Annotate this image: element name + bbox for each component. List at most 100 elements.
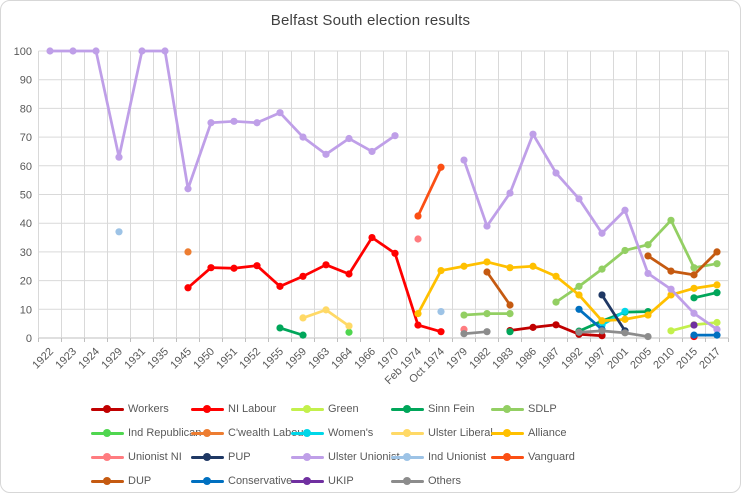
series-alliance xyxy=(414,258,721,325)
data-point-sdlp xyxy=(460,311,468,319)
data-point-ulster-liberal xyxy=(322,306,330,314)
svg-text:40: 40 xyxy=(20,218,32,230)
legend-marker-pup xyxy=(191,453,224,461)
legend-item-workers[interactable]: Workers xyxy=(91,403,191,415)
data-point-sinn-fein xyxy=(690,294,698,302)
legend-item-others[interactable]: Others xyxy=(391,475,491,487)
svg-text:10: 10 xyxy=(20,304,32,316)
legend-item-ni-labour[interactable]: NI Labour xyxy=(191,403,291,415)
legend-item-ukip[interactable]: UKIP xyxy=(291,475,391,487)
data-point-others xyxy=(644,332,652,341)
data-point-sdlp xyxy=(644,241,652,249)
series-ukip xyxy=(690,321,698,329)
data-point-others xyxy=(575,328,583,336)
svg-text:1986: 1986 xyxy=(513,346,539,372)
svg-text:2005: 2005 xyxy=(628,346,654,372)
series-dup xyxy=(483,248,721,309)
svg-text:1945: 1945 xyxy=(168,346,194,372)
legend-label-ind-unionist: Ind Unionist xyxy=(428,451,487,463)
data-point-dup xyxy=(667,267,675,275)
data-point-ulster-unionist xyxy=(713,325,721,333)
legend-label-others: Others xyxy=(428,475,462,487)
data-point-ni-labour xyxy=(391,249,399,257)
legend-label-unionist-ni: Unionist NI xyxy=(128,451,182,463)
legend-marker-unionist-ni xyxy=(91,453,124,461)
svg-text:1931: 1931 xyxy=(122,346,148,372)
chart-title: Belfast South election results xyxy=(270,12,471,29)
legend-item-ulster-liberal[interactable]: Ulster Liberal xyxy=(391,427,493,439)
data-point-dup xyxy=(483,268,491,276)
data-point-others xyxy=(483,328,491,336)
data-point-sdlp xyxy=(621,246,629,255)
svg-text:1966: 1966 xyxy=(352,346,378,372)
legend-marker-ulster-liberal xyxy=(391,429,424,437)
data-point-sinn-fein xyxy=(506,328,514,336)
legend-item-pup[interactable]: PUP xyxy=(191,451,291,463)
data-point-alliance xyxy=(690,284,698,292)
legend-item-vanguard[interactable]: Vanguard xyxy=(491,451,591,463)
data-point-others xyxy=(621,329,629,337)
data-point-ulster-unionist xyxy=(667,285,675,293)
legend-item-women-s[interactable]: Women's xyxy=(291,427,391,439)
y-axis-labels: 0 10 20 30 40 50 60 70 80 90 100 xyxy=(14,46,32,345)
legend-item-ind-republican[interactable]: Ind Republican xyxy=(91,427,201,439)
legend-item-c-wealth-labour[interactable]: C'wealth Labour xyxy=(191,427,307,439)
data-point-ulster-unionist xyxy=(529,130,537,138)
legend-label-conservative: Conservative xyxy=(228,475,293,487)
svg-text:1955: 1955 xyxy=(260,346,286,372)
svg-text:90: 90 xyxy=(20,75,32,87)
legend-marker-c-wealth-labour xyxy=(191,429,224,437)
data-point-ulster-unionist xyxy=(598,229,606,237)
data-point-ulster-unionist xyxy=(276,109,284,117)
data-point-sdlp xyxy=(713,260,721,268)
legend-marker-conservative xyxy=(191,477,224,485)
data-point-vanguard xyxy=(414,212,422,220)
svg-text:2017: 2017 xyxy=(697,346,723,372)
series-ind-unionist xyxy=(115,228,445,316)
legend-item-ulster-unionist[interactable]: Ulster Unionist xyxy=(291,451,400,463)
data-point-sdlp xyxy=(690,264,698,272)
data-point-alliance xyxy=(529,262,537,270)
legend-label-sinn-fein: Sinn Fein xyxy=(428,403,475,415)
svg-text:1951: 1951 xyxy=(214,346,240,372)
data-point-unionist-ni xyxy=(414,235,422,243)
legend-item-dup[interactable]: DUP xyxy=(91,475,191,487)
legend-item-sinn-fein[interactable]: Sinn Fein xyxy=(391,403,491,415)
legend-item-green[interactable]: Green xyxy=(291,403,391,415)
data-point-dup xyxy=(644,252,652,260)
svg-text:1963: 1963 xyxy=(306,346,332,372)
legend-item-conservative[interactable]: Conservative xyxy=(191,475,293,487)
series-unionist-ni xyxy=(414,235,468,333)
svg-text:1979: 1979 xyxy=(444,346,470,372)
legend-item-unionist-ni[interactable]: Unionist NI xyxy=(91,451,191,463)
data-point-sinn-fein xyxy=(299,331,307,339)
legend-item-sdlp[interactable]: SDLP xyxy=(491,403,591,415)
legend-marker-vanguard xyxy=(491,453,524,461)
legend-marker-workers xyxy=(91,405,124,413)
data-point-conservative xyxy=(575,305,583,313)
data-point-ind-unionist xyxy=(437,307,445,316)
data-point-vanguard xyxy=(437,163,445,171)
data-point-alliance xyxy=(621,315,629,323)
svg-text:100: 100 xyxy=(14,46,32,58)
legend-marker-others xyxy=(391,477,424,485)
data-point-ulster-liberal xyxy=(299,314,307,322)
svg-text:70: 70 xyxy=(20,132,32,144)
data-point-ulster-unionist xyxy=(92,47,100,55)
data-point-ulster-liberal xyxy=(345,322,353,330)
legend-item-alliance[interactable]: Alliance xyxy=(491,427,591,439)
data-point-alliance xyxy=(460,262,468,270)
data-point-dup xyxy=(506,301,514,309)
data-point-ulster-unionist xyxy=(690,309,698,317)
svg-text:1983: 1983 xyxy=(490,346,516,372)
data-point-sinn-fein xyxy=(713,289,721,297)
legend-marker-ind-unionist xyxy=(391,453,424,461)
data-point-alliance xyxy=(552,272,560,280)
data-point-dup xyxy=(690,271,698,279)
svg-text:0: 0 xyxy=(26,333,32,345)
data-point-alliance xyxy=(483,258,491,266)
legend-item-ind-unionist[interactable]: Ind Unionist xyxy=(391,451,491,463)
legend-label-ulster-liberal: Ulster Liberal xyxy=(428,427,493,439)
data-point-ulster-unionist xyxy=(575,195,583,203)
